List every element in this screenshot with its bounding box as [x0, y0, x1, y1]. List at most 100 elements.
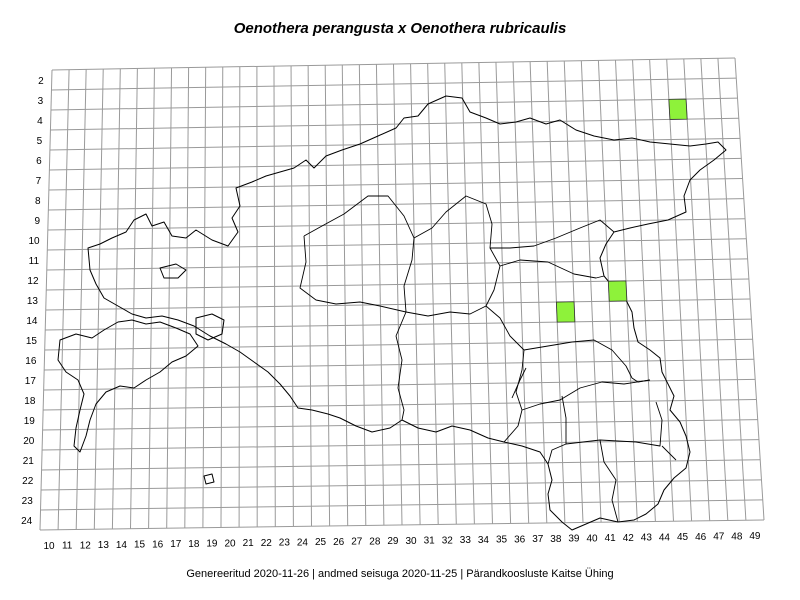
- row-label: 16: [25, 356, 37, 367]
- muhu-outline: [195, 313, 225, 341]
- column-label: 40: [586, 533, 598, 544]
- grid-line-vertical: [632, 59, 656, 522]
- column-labels: 10 11 12 13 14 15 16 17 18 19 20 21 22 23 24 25 26 27 28 29…: [43, 531, 760, 552]
- column-label: 30: [405, 536, 417, 547]
- column-label: 25: [315, 537, 327, 548]
- column-label: 38: [550, 534, 562, 545]
- column-label: 24: [297, 537, 309, 548]
- grid-line-vertical: [57, 69, 70, 530]
- column-label: 45: [677, 532, 689, 543]
- row-label: 17: [25, 376, 37, 387]
- saaremaa-outline: [57, 319, 199, 453]
- grid-line-vertical: [324, 65, 331, 527]
- grid-line-vertical: [478, 62, 493, 524]
- column-label: 33: [460, 535, 472, 546]
- column-label: 32: [442, 535, 454, 546]
- row-label: 4: [37, 116, 43, 127]
- column-label: 17: [170, 539, 182, 550]
- column-label: 16: [152, 539, 164, 550]
- grid-line-horizontal: [45, 318, 752, 331]
- row-label: 23: [22, 496, 34, 507]
- row-label: 8: [35, 196, 41, 207]
- grid-line-vertical: [512, 61, 530, 524]
- occupied-cells: [556, 98, 688, 323]
- row-label: 3: [38, 96, 44, 107]
- grid-line-vertical: [666, 59, 693, 522]
- grid-line-vertical: [700, 58, 729, 521]
- grid-line-horizontal: [46, 258, 748, 271]
- grid-line-horizontal: [41, 459, 761, 471]
- column-label: 34: [478, 535, 490, 546]
- grid-line-vertical: [358, 64, 367, 526]
- grid-line-vertical: [529, 61, 548, 524]
- grid-line-horizontal: [43, 398, 757, 411]
- row-label: 18: [24, 396, 36, 407]
- occupied-cell: [668, 98, 688, 120]
- grid-line-vertical: [444, 63, 457, 525]
- grid-line-horizontal: [42, 439, 759, 451]
- grid-line-vertical: [148, 68, 155, 529]
- grid-line-vertical: [202, 67, 207, 528]
- grid-line-horizontal: [50, 117, 739, 131]
- grid-line-horizontal: [47, 218, 746, 231]
- grid-line-horizontal: [39, 519, 765, 531]
- column-label: 11: [62, 541, 73, 552]
- column-label: 23: [279, 538, 291, 549]
- row-label: 2: [38, 76, 44, 87]
- row-label: 21: [23, 456, 35, 467]
- grid-line-vertical: [238, 66, 241, 528]
- grid-line-vertical: [220, 66, 224, 528]
- column-label: 29: [387, 536, 399, 547]
- grid-line-horizontal: [44, 358, 754, 371]
- row-label: 19: [24, 416, 36, 427]
- column-label: 19: [206, 539, 218, 550]
- column-label: 20: [224, 538, 236, 549]
- grid-line-horizontal: [45, 298, 751, 311]
- grid-line-vertical: [563, 60, 584, 523]
- grid-line-vertical: [410, 63, 421, 525]
- column-label: 46: [695, 532, 707, 543]
- grid-line-horizontal: [41, 479, 762, 491]
- column-label: 14: [116, 540, 128, 551]
- grid-line-horizontal: [51, 77, 737, 91]
- row-label: 14: [26, 316, 38, 327]
- column-label: 48: [731, 531, 743, 542]
- grid-line-vertical: [39, 69, 53, 531]
- grid-line-vertical: [495, 62, 512, 524]
- grid-line-vertical: [341, 64, 349, 526]
- vormsi-outline: [159, 263, 187, 279]
- column-label: 18: [188, 539, 200, 550]
- grid-line-horizontal: [49, 137, 741, 151]
- row-label: 12: [27, 276, 39, 287]
- grid-line-horizontal: [44, 338, 753, 351]
- row-label: 11: [29, 256, 40, 267]
- row-label: 20: [23, 436, 35, 447]
- row-label: 9: [35, 216, 41, 227]
- grid-line-vertical: [734, 57, 765, 521]
- column-label: 43: [641, 533, 653, 544]
- grid-line-horizontal: [48, 198, 744, 211]
- column-label: 41: [605, 533, 617, 544]
- map-title: Oenothera perangusta x Oenothera rubrica…: [233, 20, 567, 37]
- column-label: 39: [568, 534, 580, 545]
- grid-line-vertical: [375, 64, 385, 526]
- column-label: 27: [351, 537, 363, 548]
- grid-line-vertical: [683, 58, 711, 521]
- grid-lines: [39, 57, 765, 531]
- grid-line-vertical: [273, 66, 276, 527]
- column-label: 22: [261, 538, 273, 549]
- column-label: 21: [243, 538, 255, 549]
- footer-credits: Genereeritud 2020-11-26 | andmed seisuga…: [186, 568, 614, 580]
- row-label: 15: [26, 336, 38, 347]
- grid-line-vertical: [184, 67, 190, 529]
- occupied-cell: [607, 280, 628, 302]
- column-label: 42: [623, 533, 635, 544]
- grid-line-horizontal: [48, 178, 743, 191]
- column-label: 31: [424, 536, 436, 547]
- column-label: 35: [496, 535, 508, 546]
- grid-line-horizontal: [50, 97, 738, 111]
- grid-line-vertical: [427, 63, 439, 525]
- column-label: 28: [369, 536, 381, 547]
